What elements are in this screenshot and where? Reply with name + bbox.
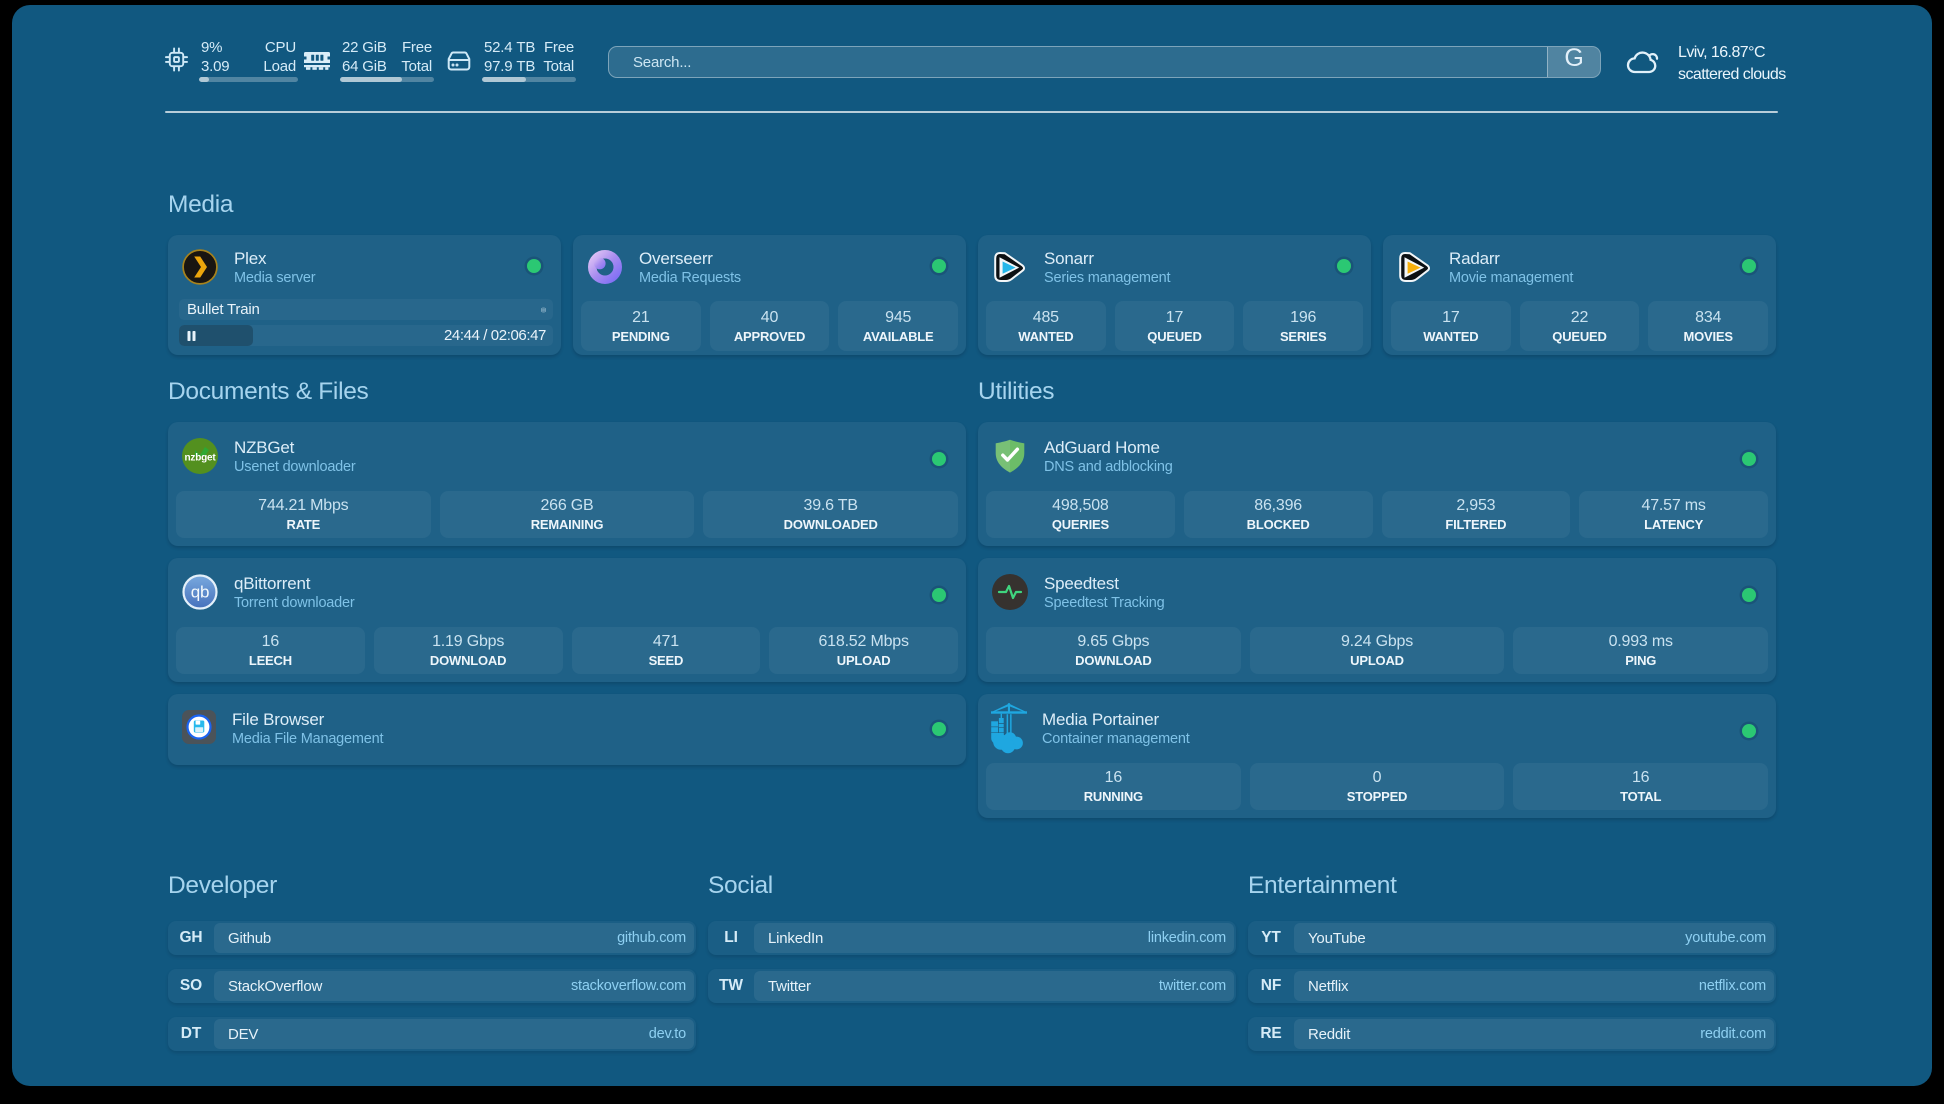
svg-text:nzbget: nzbget xyxy=(184,453,216,464)
svg-text:qb: qb xyxy=(191,583,210,602)
